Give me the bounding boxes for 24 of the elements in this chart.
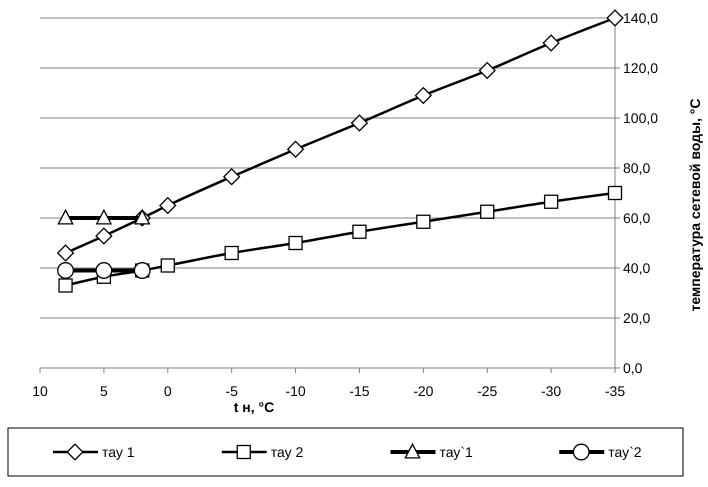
x-tick-label: -25 bbox=[477, 383, 498, 399]
x-tick-label: -5 bbox=[225, 383, 238, 399]
y-tick-label: 100,0 bbox=[623, 110, 658, 126]
y-axis-title: температура сетевой воды, °C bbox=[687, 98, 703, 312]
y-tick-label: 120,0 bbox=[623, 60, 658, 76]
y-tick-label: 60,0 bbox=[623, 210, 650, 226]
x-tick-label: -35 bbox=[604, 383, 626, 399]
legend-label: тау 1 bbox=[102, 444, 135, 460]
y-tick-label: 140,0 bbox=[623, 10, 658, 26]
x-tick-label: -20 bbox=[413, 383, 434, 399]
legend-label: тау`1 bbox=[440, 444, 474, 460]
x-tick-label: -30 bbox=[540, 383, 562, 399]
y-tick-label: 0,0 bbox=[623, 360, 643, 376]
x-tick-label: 5 bbox=[100, 383, 108, 399]
x-axis-title: t н, °C bbox=[234, 399, 274, 415]
legend-label: тау`2 bbox=[608, 444, 642, 460]
y-tick-label: 20,0 bbox=[623, 310, 650, 326]
x-tick-label: 10 bbox=[32, 383, 48, 399]
y-tick-label: 40,0 bbox=[623, 260, 650, 276]
x-tick-label: 0 bbox=[164, 383, 172, 399]
y-tick-label: 80,0 bbox=[623, 160, 650, 176]
x-tick-label: -15 bbox=[349, 383, 370, 399]
x-tick-label: -10 bbox=[285, 383, 306, 399]
legend-label: тау 2 bbox=[270, 444, 304, 460]
